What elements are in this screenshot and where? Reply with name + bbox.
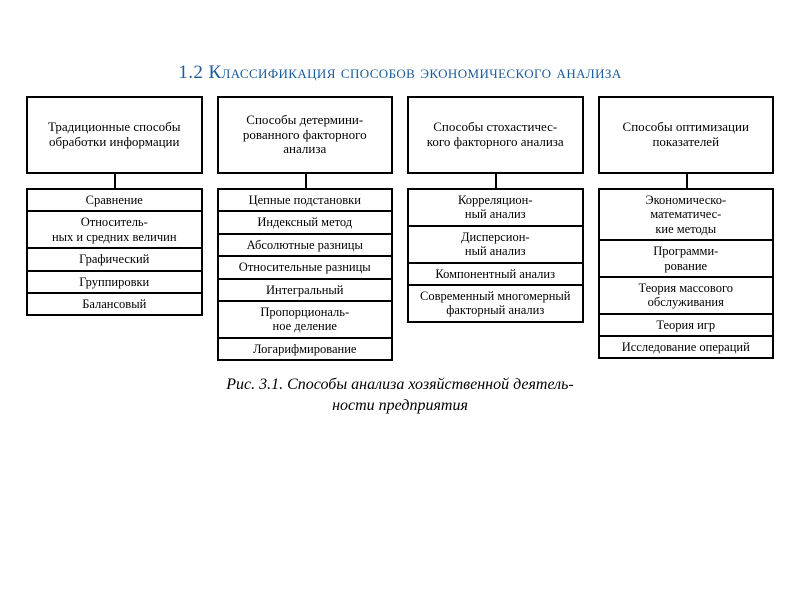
cell: Пропорциональ-ное деление (219, 302, 392, 339)
cell: Интегральный (219, 280, 392, 302)
cell: Группировки (28, 272, 201, 294)
cell: Теория массового обслуживания (600, 278, 773, 315)
cell: Дисперсион-ный анализ (409, 227, 582, 264)
column-items: Экономическо-математичес-кие методы Прог… (598, 188, 775, 359)
cell: Логарифмирование (219, 339, 392, 359)
cell: Графический (28, 249, 201, 271)
connector-line (305, 174, 307, 188)
column-header: Традиционные способы обработки информаци… (26, 96, 203, 174)
cell: Относитель-ных и средних величин (28, 212, 201, 249)
cell: Относительные разницы (219, 257, 392, 279)
cell: Современный многомерный факторный анализ (409, 286, 582, 321)
cell: Корреляцион-ный анализ (409, 190, 582, 227)
figure-caption: Рис. 3.1. Способы анализа хозяйственной … (22, 375, 778, 417)
cell: Цепные подстановки (219, 190, 392, 212)
column-items: Цепные подстановки Индексный метод Абсол… (217, 188, 394, 361)
connector-line (686, 174, 688, 188)
cell: Сравнение (28, 190, 201, 212)
column-items: Корреляцион-ный анализ Дисперсион-ный ан… (407, 188, 584, 323)
classification-diagram: Традиционные способы обработки информаци… (22, 96, 778, 361)
cell: Абсолютные разницы (219, 235, 392, 257)
cell: Индексный метод (219, 212, 392, 234)
cell: Компонентный анализ (409, 264, 582, 286)
column-stochastic: Способы стохастичес-кого факторного анал… (407, 96, 584, 323)
cell: Экономическо-математичес-кие методы (600, 190, 773, 241)
cell: Программи-рование (600, 241, 773, 278)
column-header: Способы оптимизации показателей (598, 96, 775, 174)
cell: Балансовый (28, 294, 201, 314)
column-header: Способы детермини-рованного факторного а… (217, 96, 394, 174)
connector-line (114, 174, 116, 188)
cell: Исследование операций (600, 337, 773, 357)
slide-title: 1.2 Классификация способов экономическог… (22, 62, 778, 84)
column-optimization: Способы оптимизации показателей Экономич… (598, 96, 775, 359)
cell: Теория игр (600, 315, 773, 337)
column-items: Сравнение Относитель-ных и средних велич… (26, 188, 203, 316)
column-header: Способы стохастичес-кого факторного анал… (407, 96, 584, 174)
column-deterministic: Способы детермини-рованного факторного а… (217, 96, 394, 361)
column-traditional: Традиционные способы обработки информаци… (26, 96, 203, 316)
connector-line (495, 174, 497, 188)
